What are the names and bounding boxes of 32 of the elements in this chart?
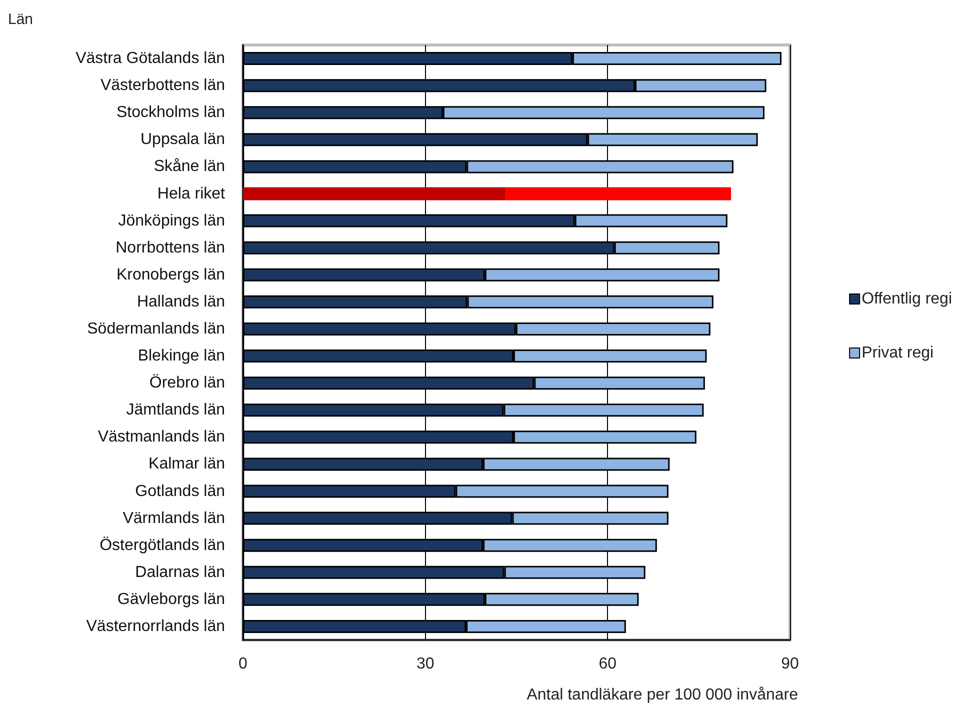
y-tick-label: Norrbottens län (116, 239, 225, 256)
y-tick-label: Skåne län (154, 158, 225, 176)
y-tick-label: Östergötlands län (100, 536, 225, 554)
y-axis-title: Län (8, 11, 34, 28)
legend-label: Privat regi (862, 344, 934, 362)
y-tick-label: Blekinge län (138, 348, 225, 365)
y-tick-label: Gotlands län (135, 482, 225, 500)
y-tick-label: Södermanlands län (87, 320, 225, 338)
x-tick-label: 0 (238, 656, 248, 672)
y-tick-label: Örebro län (149, 374, 225, 392)
bar (243, 187, 506, 200)
y-tick-label: Kalmar län (148, 456, 225, 473)
y-tick-label: Hela riket (157, 185, 226, 202)
y-tick-label: Västmanlands län (98, 428, 225, 446)
y-tick-label: Jönköpings län (118, 212, 225, 230)
y-tick-label: Värmlands län (122, 510, 225, 527)
x-tick-label: 60 (598, 656, 617, 672)
x-tick-label: 90 (781, 656, 799, 672)
y-tick-label: Västernorrlands län (86, 618, 225, 635)
y-tick-label: Västerbottens län (100, 77, 225, 94)
bar (506, 187, 732, 200)
y-tick-label: Dalarnas län (135, 564, 225, 581)
x-tick-label: 30 (416, 656, 434, 672)
y-tick-label: Uppsala län (140, 131, 225, 148)
y-tick-label: Västra Götalands län (76, 50, 225, 68)
y-tick-label: Jämtlands län (126, 402, 225, 419)
y-tick-label: Gävleborgs län (117, 590, 225, 608)
y-tick-label: Kronobergs län (116, 266, 225, 284)
y-tick-label: Stockholms län (116, 104, 225, 122)
y-tick-label: Hallands län (136, 293, 225, 310)
x-axis-title: Antal tandläkare per 100 000 invånare (526, 686, 798, 704)
legend-label: Offentlig regi (862, 290, 952, 308)
